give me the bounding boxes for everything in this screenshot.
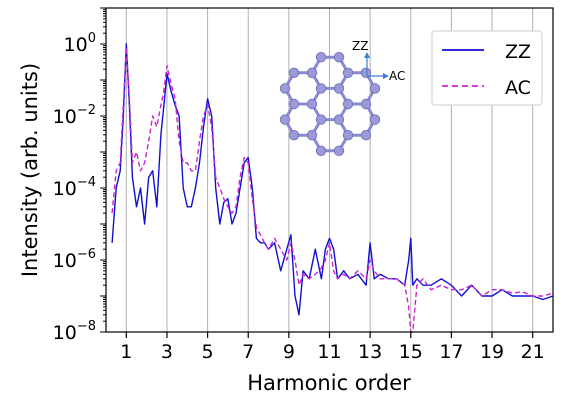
y-tick-label: 10−2 <box>53 103 96 128</box>
inset-atom <box>342 67 354 79</box>
inset-atom <box>360 98 372 110</box>
inset-atom <box>333 52 345 63</box>
x-tick-label: 1 <box>120 341 132 363</box>
inset-atom <box>369 83 381 94</box>
inset-atom <box>333 145 345 157</box>
inset-atom <box>288 98 300 110</box>
y-axis-ticks: 100 10−2 10−4 10−6 10−8 <box>53 7 106 344</box>
inset-atom <box>288 129 300 141</box>
x-tick-label: 19 <box>480 341 504 363</box>
y-tick-label: 100 <box>64 31 96 56</box>
x-tick-label: 9 <box>283 341 295 363</box>
x-tick-label: 15 <box>399 341 423 363</box>
inset-atom <box>315 114 327 125</box>
inset-atom <box>333 83 345 94</box>
y-axis-label: Intensity (arb. units) <box>18 63 42 277</box>
zz-arrow-head <box>364 52 370 58</box>
inset-atom <box>360 129 372 141</box>
y-tick-label: 10−6 <box>53 247 96 272</box>
x-tick-label: 3 <box>161 341 173 363</box>
inset-atom <box>288 67 300 79</box>
series-line-ac <box>111 46 554 333</box>
inset-atom <box>342 98 354 110</box>
inset-label-zz: ZZ <box>352 39 368 53</box>
inset-atom <box>279 114 291 125</box>
y-tick-label: 10−8 <box>53 319 96 344</box>
x-tick-label: 7 <box>242 341 254 363</box>
x-axis-ticks: 1 3 5 7 9 11 13 15 17 19 21 <box>120 332 545 363</box>
inset-atom <box>306 129 318 141</box>
x-tick-label: 17 <box>439 341 463 363</box>
inset-atom <box>360 67 372 79</box>
legend-label-zz: ZZ <box>505 41 531 63</box>
graphene-inset: ZZ AC <box>279 39 405 157</box>
x-tick-label: 11 <box>317 341 341 363</box>
legend-label-ac: AC <box>505 77 531 99</box>
inset-atom <box>342 129 354 141</box>
x-tick-label: 21 <box>521 341 545 363</box>
inset-atom <box>315 52 327 63</box>
y-tick-label: 10−4 <box>53 175 96 200</box>
inset-label-ac: AC <box>389 69 405 83</box>
inset-atom <box>306 67 318 79</box>
series-lines <box>111 43 554 333</box>
inset-atom <box>306 98 318 110</box>
inset-atom <box>369 114 381 125</box>
ac-arrow-head <box>383 73 389 79</box>
series-line-zz <box>111 43 554 316</box>
inset-atom <box>333 114 345 125</box>
x-tick-label: 13 <box>358 341 382 363</box>
inset-atom <box>315 83 327 94</box>
x-tick-label: 5 <box>202 341 214 363</box>
legend: ZZ AC <box>431 30 543 106</box>
inset-atom <box>279 83 291 94</box>
x-axis-label: Harmonic order <box>247 371 411 395</box>
inset-atom <box>315 145 327 157</box>
